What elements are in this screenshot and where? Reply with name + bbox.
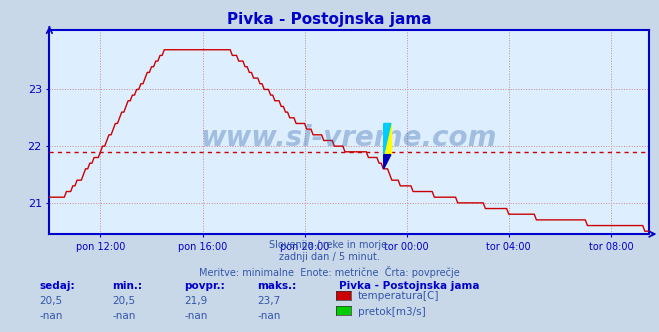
Text: zadnji dan / 5 minut.: zadnji dan / 5 minut. — [279, 252, 380, 262]
Polygon shape — [384, 155, 391, 169]
Text: sedaj:: sedaj: — [40, 281, 75, 290]
Text: www.si-vreme.com: www.si-vreme.com — [201, 124, 498, 152]
Text: -nan: -nan — [257, 311, 280, 321]
Text: pretok[m3/s]: pretok[m3/s] — [358, 307, 426, 317]
Text: Pivka - Postojnska jama: Pivka - Postojnska jama — [227, 12, 432, 27]
Text: 20,5: 20,5 — [40, 296, 63, 306]
Polygon shape — [384, 124, 391, 155]
Text: Pivka - Postojnska jama: Pivka - Postojnska jama — [339, 281, 480, 290]
Text: maks.:: maks.: — [257, 281, 297, 290]
Text: 23,7: 23,7 — [257, 296, 280, 306]
Text: temperatura[C]: temperatura[C] — [358, 291, 440, 301]
Text: -nan: -nan — [185, 311, 208, 321]
Text: Slovenija / reke in morje.: Slovenija / reke in morje. — [269, 240, 390, 250]
Text: Meritve: minimalne  Enote: metrične  Črta: povprečje: Meritve: minimalne Enote: metrične Črta:… — [199, 266, 460, 278]
Polygon shape — [384, 124, 391, 155]
Text: povpr.:: povpr.: — [185, 281, 225, 290]
Text: 21,9: 21,9 — [185, 296, 208, 306]
Text: -nan: -nan — [40, 311, 63, 321]
Text: 20,5: 20,5 — [112, 296, 135, 306]
Text: min.:: min.: — [112, 281, 142, 290]
Text: -nan: -nan — [112, 311, 135, 321]
